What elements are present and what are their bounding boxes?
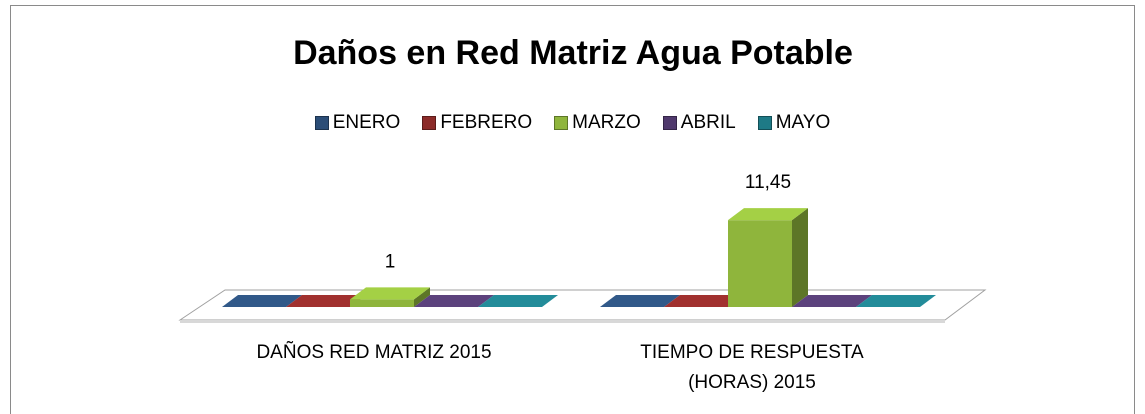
- data-label: 1: [385, 251, 396, 272]
- legend-item: MARZO: [554, 112, 641, 134]
- legend-swatch: [314, 116, 329, 130]
- bar-top: [664, 295, 744, 307]
- legend-item: ABRIL: [662, 112, 736, 134]
- chart-frame: [10, 5, 1135, 414]
- legend-swatch: [554, 116, 569, 130]
- bar: [664, 295, 744, 307]
- bar: [792, 295, 872, 307]
- bar: [222, 295, 302, 307]
- chart-title: Daños en Red Matriz Agua Potable: [293, 34, 853, 72]
- bar-front: [728, 220, 792, 307]
- bar-top: [222, 295, 302, 307]
- bar-top: [600, 295, 680, 307]
- legend-swatch: [422, 116, 437, 130]
- legend-item: ENERO: [314, 112, 401, 134]
- x-tick-label: DAÑOS RED MATRIZ 2015: [256, 342, 492, 363]
- legend-label: ENERO: [332, 112, 401, 133]
- bar-top: [286, 295, 366, 307]
- legend-item: FEBRERO: [422, 112, 532, 134]
- bar: [350, 287, 430, 307]
- floor-edge: [180, 320, 945, 323]
- legend-swatch: [662, 116, 677, 130]
- bar-top: [728, 208, 808, 221]
- legend-label: MARZO: [572, 112, 641, 133]
- bar: [478, 295, 558, 307]
- legend-label: ABRIL: [680, 112, 736, 133]
- data-label: 11,45: [745, 172, 791, 193]
- legend-label: MAYO: [775, 112, 831, 133]
- bar-side: [414, 287, 430, 307]
- bar-top: [792, 295, 872, 307]
- x-tick-label: TIEMPO DE RESPUESTA (HORAS) 2015: [640, 342, 864, 393]
- bar-top: [350, 287, 430, 300]
- bar-top: [414, 295, 494, 307]
- bar: [286, 295, 366, 307]
- legend: ENERO FEBRERO MARZO ABRIL MAYO: [0, 112, 1145, 134]
- bar-top: [856, 295, 936, 307]
- legend-label: FEBRERO: [440, 112, 533, 133]
- bar: [414, 295, 494, 307]
- legend-item: MAYO: [757, 112, 831, 134]
- bar-front: [350, 299, 414, 307]
- legend-swatch: [757, 116, 772, 130]
- bar: [728, 208, 808, 307]
- bar-side: [792, 208, 808, 307]
- bar: [856, 295, 936, 307]
- bar: [600, 295, 680, 307]
- bar-top: [478, 295, 558, 307]
